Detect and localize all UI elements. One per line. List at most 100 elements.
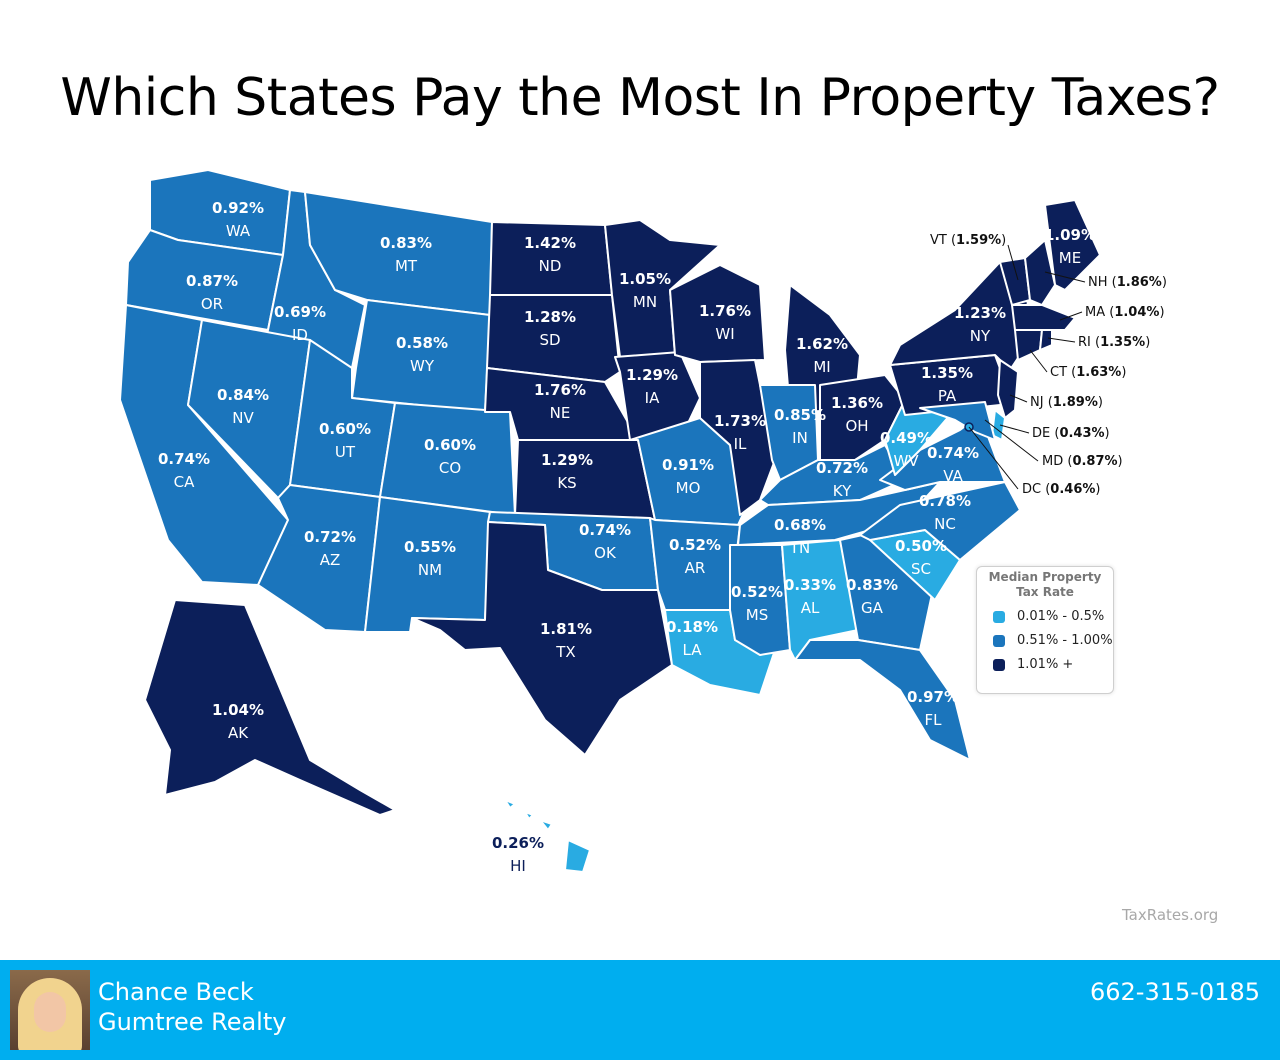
state-label-ms: 0.52% MS (731, 583, 783, 624)
state-label-ak: 1.04% AK (212, 701, 264, 742)
state-label-ga: 0.83% GA (846, 576, 898, 617)
callout-abbr-ct: CT ( (1050, 365, 1076, 380)
state-label-la: 0.18% LA (666, 618, 718, 659)
state-label-id: 0.69% ID (274, 303, 326, 344)
state-abbr-nm: NM (418, 561, 442, 579)
state-ct (1014, 329, 1043, 361)
state-abbr-ia: IA (645, 389, 660, 407)
state-abbr-co: CO (439, 459, 461, 477)
state-abbr-ut: UT (335, 443, 356, 461)
state-abbr-hi: HI (510, 857, 526, 875)
state-rate-nc: 0.78% (919, 492, 971, 510)
callout-abbr-nh: NH ( (1088, 275, 1117, 290)
state-label-ok: 0.74% OK (579, 521, 631, 562)
state-label-mn: 1.05% MN (619, 270, 671, 311)
agent-name: Chance Beck (98, 978, 254, 1006)
state-tx (411, 521, 673, 756)
callout-rate-md: 0.87% (1072, 454, 1117, 469)
callout-label-ma: MA (1.04%) (1085, 305, 1165, 320)
state-abbr-wa: WA (226, 222, 251, 240)
state-rate-hi: 0.26% (492, 834, 544, 852)
state-abbr-oh: OH (845, 417, 868, 435)
state-label-ca: 0.74% CA (158, 450, 210, 491)
legend-swatch-low (993, 610, 1005, 623)
state-rate-va: 0.74% (927, 444, 979, 462)
state-label-sd: 1.28% SD (524, 308, 576, 349)
state-label-mi: 1.62% MI (796, 335, 848, 376)
callout-abbr-ri: RI ( (1078, 335, 1100, 350)
state-rate-nd: 1.42% (524, 234, 576, 252)
state-label-ky: 0.72% KY (816, 459, 868, 500)
agent-company: Gumtree Realty (98, 1008, 287, 1036)
legend-swatch-mid (993, 634, 1005, 647)
legend-title: Median Property Tax Rate (988, 570, 1102, 599)
state-abbr-or: OR (201, 295, 223, 313)
state-rate-ks: 1.29% (541, 451, 593, 469)
callout-line-vt (1007, 244, 1019, 281)
state-rate-ak: 1.04% (212, 701, 264, 719)
state-rate-ia: 1.29% (626, 366, 678, 384)
state-rate-la: 0.18% (666, 618, 718, 636)
legend-label-low: 0.01% - 0.5% (1017, 609, 1105, 624)
state-rate-ne: 1.76% (534, 381, 586, 399)
state-rate-ky: 0.72% (816, 459, 868, 477)
state-rate-tn: 0.68% (774, 516, 826, 534)
callout-line-ma (1059, 311, 1083, 321)
callout-label-ct: CT (1.63%) (1050, 365, 1126, 380)
state-rate-il: 1.73% (714, 412, 766, 430)
state-wi (669, 264, 766, 363)
state-rate-ga: 0.83% (846, 576, 898, 594)
state-abbr-nc: NC (934, 515, 956, 533)
state-rate-al: 0.33% (784, 576, 836, 594)
state-abbr-ga: GA (861, 599, 884, 617)
callout-abbr-vt: VT ( (930, 233, 956, 248)
state-label-ne: 1.76% NE (534, 381, 586, 422)
state-abbr-mi: MI (813, 358, 830, 376)
state-label-al: 0.33% AL (784, 576, 836, 617)
state-rate-mi: 1.62% (796, 335, 848, 353)
legend-swatch-high (993, 658, 1005, 671)
callout-line-nh (1044, 271, 1086, 283)
state-abbr-ca: CA (174, 473, 195, 491)
state-hi (504, 799, 591, 873)
state-abbr-mo: MO (676, 479, 701, 497)
state-abbr-ar: AR (685, 559, 706, 577)
callout-label-nj: NJ (1.89%) (1030, 395, 1103, 410)
state-abbr-al: AL (801, 599, 820, 617)
state-rate-oh: 1.36% (831, 394, 883, 412)
state-ak (144, 599, 396, 816)
state-nh (1024, 239, 1056, 306)
state-abbr-va: VA (943, 467, 963, 485)
state-rate-ms: 0.52% (731, 583, 783, 601)
legend-item-high: 1.01% + (993, 657, 1113, 672)
state-rate-ca: 0.74% (158, 450, 210, 468)
state-label-ia: 1.29% IA (626, 366, 678, 407)
state-label-fl: 0.97% FL (907, 688, 959, 729)
state-nc (859, 481, 1021, 561)
callout-rate-ct: 1.63% (1076, 365, 1121, 380)
state-label-wv: 0.49% WV (880, 429, 932, 470)
state-ri (1039, 329, 1053, 351)
state-label-oh: 1.36% OH (831, 394, 883, 435)
state-label-ny: 1.23% NY (954, 304, 1006, 345)
state-label-me: 1.09% ME (1044, 226, 1096, 267)
state-label-nc: 0.78% NC (919, 492, 971, 533)
state-rate-pa: 1.35% (921, 364, 973, 382)
callout-line-ri (1047, 337, 1076, 343)
state-nj (997, 359, 1019, 419)
callout-rate-nj: 1.89% (1053, 395, 1098, 410)
state-rate-fl: 0.97% (907, 688, 959, 706)
state-abbr-ne: NE (550, 404, 571, 422)
callout-label-de: DE (0.43%) (1032, 426, 1110, 441)
state-rate-sd: 1.28% (524, 308, 576, 326)
state-abbr-me: ME (1059, 249, 1081, 267)
callout-abbr-md: MD ( (1042, 454, 1072, 469)
agent-photo (10, 970, 90, 1050)
state-abbr-ny: NY (970, 327, 991, 345)
state-rate-nm: 0.55% (404, 538, 456, 556)
state-abbr-mn: MN (633, 293, 657, 311)
state-rate-mt: 0.83% (380, 234, 432, 252)
state-label-pa: 1.35% PA (921, 364, 973, 405)
state-abbr-ok: OK (594, 544, 617, 562)
callout-label-md: MD (0.87%) (1042, 454, 1123, 469)
